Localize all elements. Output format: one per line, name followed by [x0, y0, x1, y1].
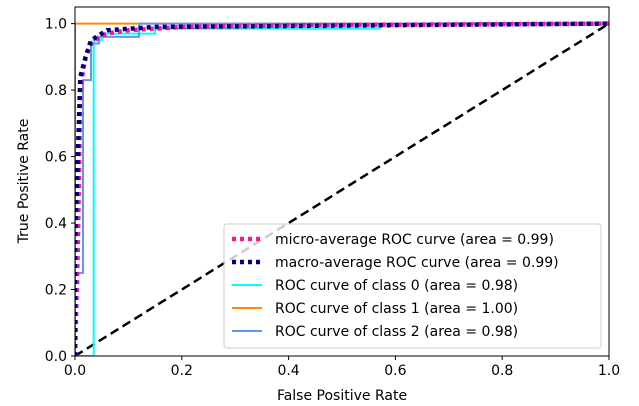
series-line-0 — [75, 21, 609, 356]
x-tick-label: 0.0 — [64, 363, 86, 379]
legend: micro-average ROC curve (area = 0.99) mac… — [223, 223, 602, 349]
chance-diagonal-line — [75, 22, 609, 356]
x-tick-label: 0.6 — [384, 363, 406, 379]
y-tick-label: 0.4 — [45, 216, 67, 232]
y-tick-label: 1.0 — [45, 17, 67, 33]
y-tick-label: 0.2 — [45, 283, 67, 299]
series-layer — [75, 21, 609, 356]
legend-label: macro-average ROC curve (area = 0.99) — [275, 255, 559, 271]
legend-label: ROC curve of class 1 (area = 1.00) — [275, 301, 518, 317]
legend-label: ROC curve of class 0 (area = 0.98) — [275, 278, 518, 294]
y-axis-label: True Positive Rate — [16, 119, 32, 245]
plot-frame — [74, 6, 610, 357]
y-axis: 0.0 0.2 0.4 0.6 0.8 1.0 — [45, 17, 75, 365]
x-axis: 0.0 0.2 0.4 0.6 0.8 1.0 — [64, 356, 620, 379]
y-tick-label: 0.6 — [45, 150, 67, 166]
x-tick-label: 0.8 — [491, 363, 513, 379]
x-axis-label: False Positive Rate — [277, 388, 407, 404]
y-tick-label: 0.8 — [45, 83, 67, 99]
x-tick-label: 1.0 — [598, 363, 620, 379]
legend-box — [223, 223, 602, 349]
y-tick-label: 0.0 — [45, 349, 67, 365]
x-tick-label: 0.4 — [277, 363, 299, 379]
x-tick-label: 0.2 — [171, 363, 193, 379]
legend-label: ROC curve of class 2 (area = 0.98) — [275, 324, 518, 340]
legend-label: micro-average ROC curve (area = 0.99) — [275, 232, 554, 248]
